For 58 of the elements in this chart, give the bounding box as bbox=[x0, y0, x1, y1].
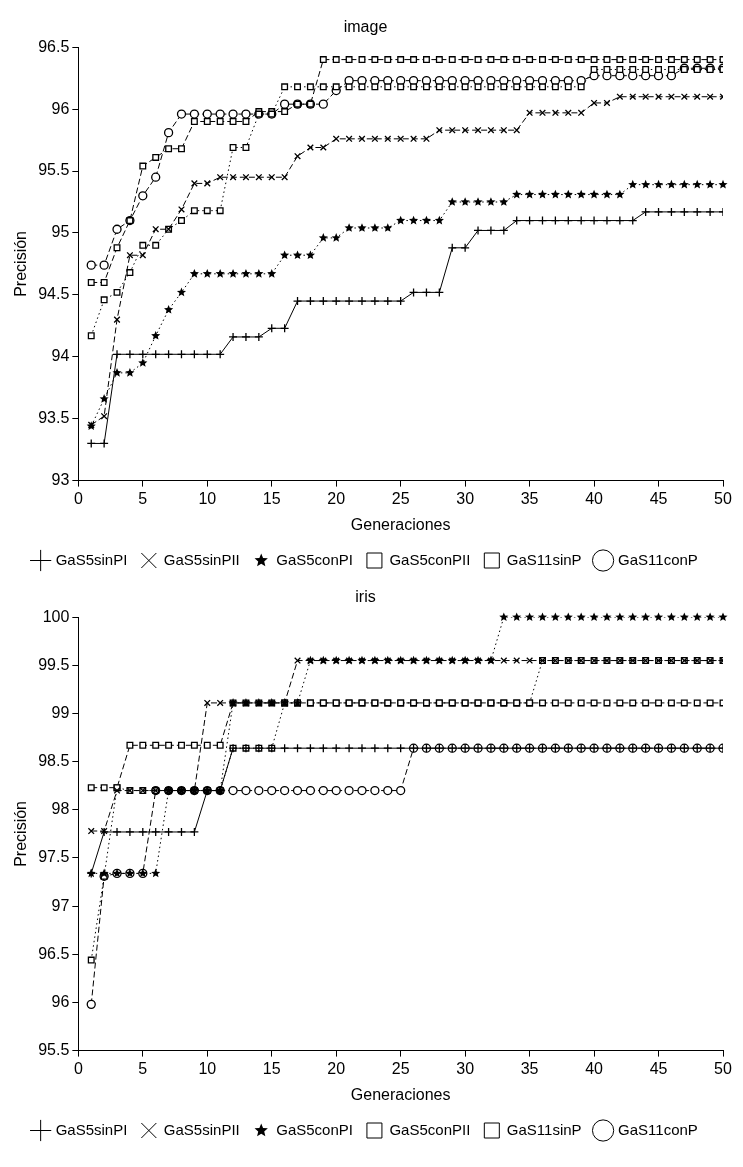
x-tick-label: 45 bbox=[649, 1059, 668, 1077]
x-tick-label: 10 bbox=[198, 489, 217, 507]
x-tick-label: 35 bbox=[520, 489, 539, 507]
legend-label: GaS11conP bbox=[618, 1120, 698, 1138]
x-tick-label: 15 bbox=[262, 489, 281, 507]
legend-label: GaS5sinPI bbox=[55, 1120, 128, 1138]
legend-label: GaS5conPII bbox=[389, 1120, 471, 1138]
legend-label: GaS5sinPII bbox=[163, 550, 240, 568]
y-tick-label: 96 bbox=[51, 99, 70, 117]
x-tick-label: 30 bbox=[456, 1059, 475, 1077]
legend-label: GaS5sinPII bbox=[163, 1120, 240, 1138]
x-tick-label: 20 bbox=[327, 1059, 346, 1077]
y-tick-label: 98.5 bbox=[38, 752, 70, 770]
y-tick-label: 95.5 bbox=[38, 161, 70, 179]
y-tick-label: 99.5 bbox=[38, 655, 70, 673]
x-tick-label: 5 bbox=[138, 489, 148, 507]
x-tick-label: 20 bbox=[327, 489, 346, 507]
legend-label: GaS5conPI bbox=[276, 550, 353, 568]
x-tick-label: 50 bbox=[714, 1059, 732, 1077]
y-tick-label: 93 bbox=[51, 471, 70, 489]
y-tick-label: 96.5 bbox=[38, 944, 70, 962]
x-tick-label: 25 bbox=[391, 489, 410, 507]
y-tick-label: 96 bbox=[51, 992, 70, 1010]
legend-label: GaS5conPII bbox=[389, 550, 471, 568]
y-tick-label: 95 bbox=[51, 223, 70, 241]
y-tick-label: 94 bbox=[51, 347, 70, 365]
y-tick-label: 99 bbox=[51, 703, 70, 721]
x-tick-label: 10 bbox=[198, 1059, 217, 1077]
legend-label: GaS5sinPI bbox=[55, 550, 128, 568]
legend-label: GaS5conPI bbox=[276, 1120, 353, 1138]
x-tick-label: 0 bbox=[73, 489, 83, 507]
x-tick-label: 25 bbox=[391, 1059, 410, 1077]
chart-title: image bbox=[343, 18, 388, 36]
legend-label: GaS11sinP bbox=[506, 550, 582, 568]
x-tick-label: 35 bbox=[520, 1059, 539, 1077]
y-tick-label: 97 bbox=[51, 896, 70, 914]
x-tick-label: 15 bbox=[262, 1059, 281, 1077]
y-axis-title: Precisión bbox=[12, 800, 30, 867]
y-tick-label: 97.5 bbox=[38, 848, 70, 866]
y-tick-label: 98 bbox=[51, 800, 70, 818]
legend-label: GaS11sinP bbox=[506, 1120, 582, 1138]
x-tick-label: 40 bbox=[585, 1059, 604, 1077]
x-axis-title: Generaciones bbox=[350, 1085, 451, 1103]
legend-label: GaS11conP bbox=[618, 550, 698, 568]
x-tick-label: 5 bbox=[138, 1059, 148, 1077]
x-tick-label: 40 bbox=[585, 489, 604, 507]
y-tick-label: 95.5 bbox=[38, 1041, 70, 1059]
y-axis-title: Precisión bbox=[12, 230, 30, 297]
y-tick-label: 100 bbox=[42, 607, 70, 625]
x-tick-label: 50 bbox=[714, 489, 732, 507]
y-tick-label: 93.5 bbox=[38, 409, 70, 427]
x-tick-label: 45 bbox=[649, 489, 668, 507]
y-tick-label: 96.5 bbox=[38, 37, 70, 55]
chart-title: iris bbox=[355, 588, 376, 606]
y-tick-label: 94.5 bbox=[38, 285, 70, 303]
x-tick-label: 0 bbox=[73, 1059, 83, 1077]
x-tick-label: 30 bbox=[456, 489, 475, 507]
x-axis-title: Generaciones bbox=[350, 515, 451, 533]
